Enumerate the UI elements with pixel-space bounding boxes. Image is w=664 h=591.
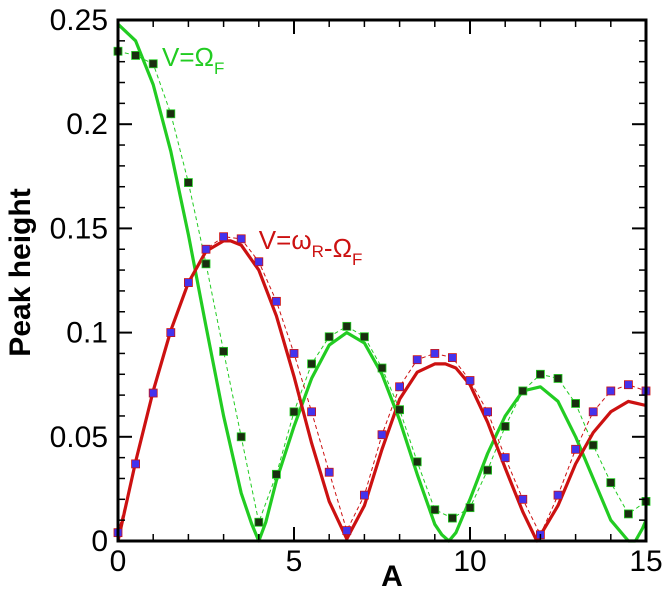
red_markers-point [518,494,528,504]
red_label-text: V=ω [259,225,312,255]
red_markers-point [254,257,264,267]
red_label-text: -Ω [324,233,352,263]
green_curve-line [116,23,648,543]
red_markers-point [465,376,475,385]
y-axis-title: Peak height [4,188,37,356]
red_markers-point [588,407,598,417]
x-tick-label: 5 [286,545,303,578]
green_label-text: V=Ω [162,42,214,72]
green_markers-point [359,332,369,342]
green_markers-point [148,59,158,69]
red_markers-point [606,386,616,396]
y-tick-label: 0.25 [50,4,108,37]
red_markers-point [624,380,633,390]
green_markers-point [307,359,317,369]
y-tick-label: 0.15 [50,212,108,245]
red_label: V=ωR-ΩF [259,225,363,269]
green_markers-point [271,469,281,479]
green_markers-point [571,399,580,408]
green_markers-point [447,513,457,523]
series-layer [113,23,651,543]
plot-frame [116,18,648,543]
red_markers-point [553,490,563,500]
red_markers-point [307,407,317,417]
y-tick-label: 0 [91,525,108,558]
red_markers-point [289,349,299,358]
red_markers-point [395,382,405,392]
green_markers-point [553,374,563,383]
green_markers-point [430,505,440,515]
green_markers-point [377,363,387,373]
green_markers-point [536,369,545,379]
red_markers-point [201,244,211,254]
green_markers-point [219,346,229,356]
red_markers-point [500,453,510,463]
red_curve-line [116,239,647,543]
green_markers-point [201,259,211,269]
x-axis-title: A [381,560,403,591]
green_markers-point [324,332,334,342]
green_markers-point [395,405,405,415]
red_markers-point [324,467,334,477]
red_markers-point [342,526,352,535]
green_markers-point [465,503,475,513]
red_markers-point [148,388,158,398]
green_markers-point [183,178,193,187]
green_markers-point [166,109,176,119]
x-tick-label: 10 [453,545,486,578]
red_markers-point [219,232,229,242]
red_markers-point [359,490,369,500]
red_markers-point [377,430,387,440]
red_markers-point [412,355,422,365]
green_markers-point [412,457,422,467]
red_markers-point [183,278,193,287]
red_markers-point [236,234,246,244]
green_markers-point [606,478,616,488]
red_label-subscript: F [352,250,362,269]
green_label-subscript: F [214,59,224,78]
x-tick-label: 15 [629,545,662,578]
green_markers-point [289,407,299,417]
green_markers-point [483,465,493,475]
red_markers-point [483,407,493,417]
green_label: V=ΩF [162,42,224,78]
red_markers-point [166,328,176,338]
y-tick-label: 0.2 [66,108,108,141]
axes-layer [116,18,648,543]
red_label-subscript: R [312,242,324,261]
green_markers-point [588,440,598,450]
y-tick-label: 0.1 [66,317,108,350]
green_markers-point [624,509,633,519]
red_markers-point [447,353,457,363]
green_markers-point [236,432,246,442]
green_markers-point [131,51,141,60]
red_markers-point [271,296,281,306]
green_markers-point [342,321,352,331]
green_markers-point [518,386,528,396]
y-tick-label: 0.05 [50,421,108,454]
red_markers-point [131,459,141,469]
red_markers-point [571,444,580,454]
x-tick-label: 0 [110,545,127,578]
green_markers-point [254,517,264,527]
red_markers-point [430,349,440,358]
green_markers-point [500,421,510,431]
